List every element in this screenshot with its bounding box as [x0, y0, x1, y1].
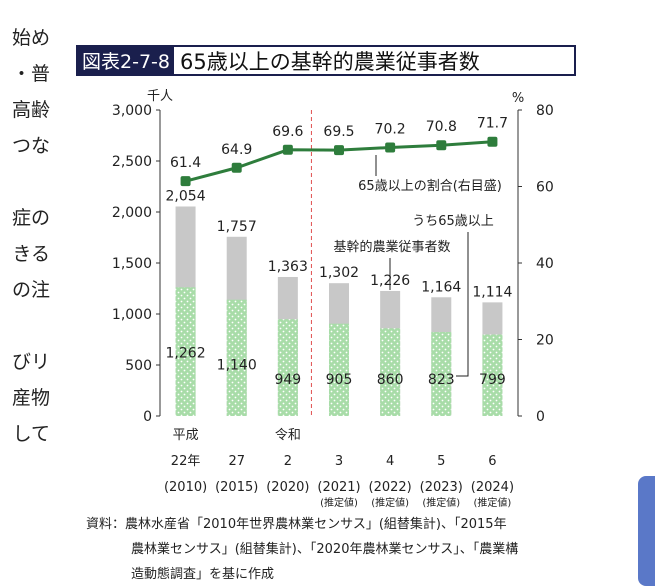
body-text-line: びリ: [11, 351, 50, 373]
right-tick-label: 20: [536, 333, 554, 349]
sub-label: 860: [377, 372, 404, 388]
x-tick-label: 2: [284, 454, 292, 469]
ratio-point: [487, 136, 498, 147]
left-axis-unit: 千人: [147, 89, 173, 104]
estimate-label: (推定値): [474, 496, 512, 509]
body-text-column: 始め ・普 高齢 つな 症の きる の注 びリ 産物 して: [0, 20, 50, 452]
era-label: 平成: [173, 428, 199, 443]
bar-65-plus: [277, 319, 298, 416]
bar-65-plus: [226, 299, 247, 416]
left-tick-label: 3,000: [112, 103, 152, 119]
sub-label: 1,140: [217, 358, 257, 374]
bar-65-plus: [431, 332, 452, 416]
body-text-line: つな: [11, 135, 50, 157]
left-tick-label: 0: [143, 409, 152, 425]
ratio-point: [180, 176, 191, 187]
right-tick-label: 60: [536, 180, 554, 196]
total-label: 2,054: [166, 188, 206, 204]
source-line: 農林水産省「2010年世界農林業センサス」(組替集計)、「2015年: [125, 517, 507, 532]
body-text-line: して: [12, 423, 50, 445]
pct-label: 61.4: [170, 155, 201, 171]
pct-label: 71.7: [477, 116, 508, 132]
source-line: 農林業センサス」(組替集計)、「2020年農林業センサス」、「農業構: [131, 542, 519, 557]
year-label: (2023): [420, 480, 463, 495]
right-tick-label: 80: [536, 103, 554, 119]
left-tick-label: 2,000: [112, 205, 152, 221]
sub-leader: [456, 232, 469, 377]
sub-label: 799: [479, 372, 506, 388]
source-note: 資料：農林水産省「2010年世界農林業センサス」(組替集計)、「2015年 農林…: [86, 512, 606, 587]
era-label: 令和: [275, 428, 301, 443]
pct-label: 70.2: [375, 121, 406, 137]
year-label: (2010): [164, 480, 207, 495]
ratio-point: [436, 140, 447, 151]
body-text-line: 産物: [11, 387, 50, 409]
ratio-point: [385, 142, 396, 153]
estimate-label: (推定値): [371, 496, 409, 509]
x-tick-label: 5: [437, 454, 445, 469]
total-label: 1,757: [217, 219, 257, 235]
chart-svg: 0 500 1,000 1,500 2,000 2,500 3,000 0 20 40 60 80 千人…: [112, 89, 554, 509]
pct-label: 70.8: [426, 119, 457, 135]
total-label: 1,363: [268, 259, 308, 275]
body-text-line: 高齢: [11, 99, 50, 121]
x-tick-label: 3: [335, 454, 343, 469]
total-label: 1,302: [319, 265, 359, 281]
x-tick-label: 4: [386, 454, 394, 469]
bar-65-plus: [175, 287, 196, 416]
sub-label: 823: [428, 372, 455, 388]
estimate-label: (推定値): [422, 496, 460, 509]
left-tick-label: 500: [125, 358, 152, 374]
total-label: 1,164: [421, 279, 461, 295]
pct-label: 64.9: [221, 142, 252, 158]
body-text-line: 症の: [11, 207, 50, 229]
body-text-line: の注: [11, 279, 50, 301]
year-label: (2021): [317, 480, 360, 495]
body-text-line: ・普: [11, 63, 50, 85]
right-axis-unit: %: [512, 91, 524, 106]
source-prefix: 資料：: [86, 517, 126, 532]
total-label: 1,114: [472, 284, 512, 300]
bar-65-plus: [482, 334, 503, 416]
ratio-point: [231, 162, 242, 173]
left-tick-label: 1,500: [112, 256, 152, 272]
x-tick-label: 27: [228, 454, 245, 469]
total-series-annotation: 基幹的農業従事者数: [333, 239, 450, 255]
right-tick-label: 0: [536, 409, 545, 425]
body-text-line: きる: [12, 243, 50, 265]
sub-series-annotation: うち65歳以上: [412, 214, 494, 229]
x-tick-label: 6: [488, 454, 496, 469]
figure-title-box: 図表2-7-8 65歳以上の基幹的農業従事者数: [76, 45, 576, 76]
year-label: (2022): [369, 480, 412, 495]
left-tick-label: 1,000: [112, 307, 152, 323]
bar-65-plus: [329, 323, 349, 416]
pct-label: 69.5: [323, 124, 354, 140]
source-line: 造動態調査」を基に作成: [131, 567, 275, 582]
year-label: (2020): [266, 480, 309, 495]
pct-label: 69.6: [272, 124, 303, 140]
sub-label: 949: [274, 372, 301, 388]
estimate-label: (推定値): [320, 496, 358, 509]
figure-title: 65歳以上の基幹的農業従事者数: [179, 49, 480, 74]
right-tick-label: 40: [536, 256, 554, 272]
side-tab[interactable]: [638, 476, 655, 586]
ratio-point: [282, 144, 293, 155]
bar-65-plus: [380, 328, 401, 416]
sub-label: 905: [326, 372, 353, 388]
ratio-annotation: 65歳以上の割合(右目盛): [358, 178, 502, 194]
body-text-line: 始め: [11, 27, 50, 49]
figure-label: 図表2-7-8: [78, 47, 174, 74]
left-tick-label: 2,500: [112, 154, 152, 170]
ratio-point: [334, 145, 344, 156]
x-tick-label: 22年: [171, 454, 201, 469]
year-label: (2024): [471, 480, 514, 495]
sub-label: 1,262: [166, 345, 206, 361]
year-label: (2015): [215, 480, 258, 495]
